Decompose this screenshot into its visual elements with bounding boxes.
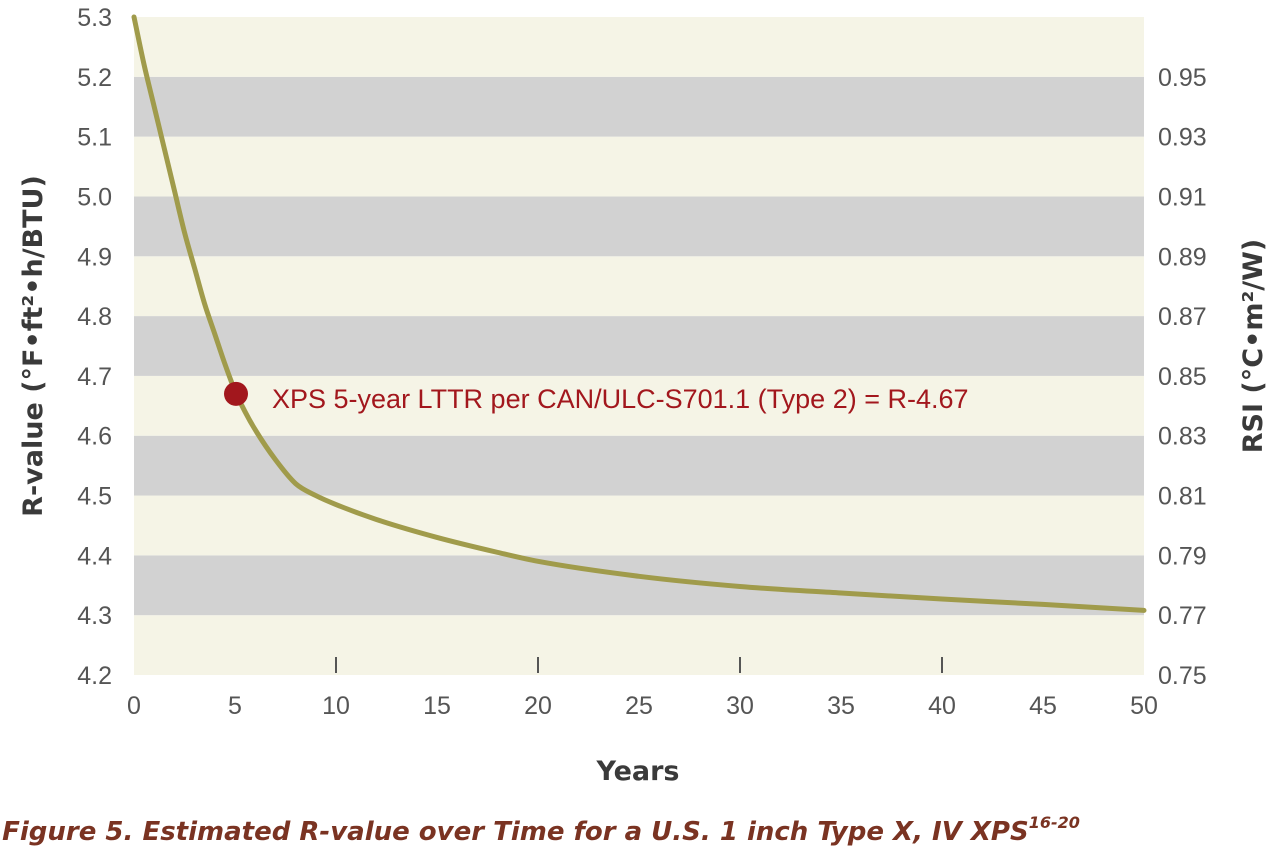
grid-band <box>134 615 1144 675</box>
grid-band <box>134 555 1144 616</box>
x-tick-label: 40 <box>928 692 956 720</box>
y-left-tick-label: 4.8 <box>77 303 112 331</box>
y-left-tick-label: 4.2 <box>77 662 112 690</box>
y-right-tick-label: 0.87 <box>1158 303 1207 331</box>
x-tick-label: 50 <box>1130 692 1158 720</box>
y-left-tick-label: 5.0 <box>77 183 112 211</box>
y-left-tick-label: 4.9 <box>77 243 112 271</box>
y-left-tick-label: 5.2 <box>77 64 112 92</box>
y-left-tick-label: 4.5 <box>77 483 112 511</box>
grid-band <box>134 256 1144 317</box>
y-right-tick-labels: 0.75 0.77 0.79 0.81 0.83 0.85 0.87 0.89 0.91 0.93… <box>1158 64 1207 690</box>
x-tick-label: 15 <box>423 692 451 720</box>
x-axis-title: Years <box>596 756 680 787</box>
x-tick-label: 30 <box>726 692 754 720</box>
grid-band <box>134 76 1144 137</box>
y-left-tick-label: 4.4 <box>77 542 112 570</box>
x-tick-label: 5 <box>228 692 242 720</box>
grid-band <box>134 375 1144 436</box>
highlight-point <box>224 381 248 406</box>
y-right-tick-label: 0.81 <box>1158 483 1207 511</box>
x-tick-label: 35 <box>827 692 855 720</box>
y-right-axis-title: RSI (°C•m²/W) <box>1238 239 1269 454</box>
y-right-tick-label: 0.89 <box>1158 243 1207 271</box>
grid-band <box>134 495 1144 556</box>
grid-band <box>134 196 1144 257</box>
y-right-tick-label: 0.91 <box>1158 183 1207 211</box>
caption-text: Figure 5. Estimated R-value over Time fo… <box>2 817 1029 847</box>
y-right-tick-label: 0.83 <box>1158 423 1207 451</box>
figure-caption: Figure 5. Estimated R-value over Time fo… <box>2 813 1080 847</box>
grid-band <box>134 17 1144 77</box>
background-bands <box>134 17 1144 675</box>
y-right-tick-label: 0.93 <box>1158 124 1207 152</box>
y-left-tick-label: 4.6 <box>77 423 112 451</box>
grid-band <box>134 136 1144 197</box>
caption-superscript: 16-20 <box>1029 813 1080 832</box>
series-line <box>131 14 1147 613</box>
x-tick-label: 25 <box>625 692 653 720</box>
y-left-tick-label: 4.7 <box>77 363 112 391</box>
y-left-tick-label: 4.3 <box>77 602 112 630</box>
y-right-tick-label: 0.85 <box>1158 363 1207 391</box>
annotation-label: XPS 5-year LTTR per CAN/ULC-S701.1 (Type… <box>272 384 969 414</box>
x-tick-label: 45 <box>1029 692 1057 720</box>
y-left-axis-title: R-value (°F•ft²•h/BTU) <box>18 175 49 517</box>
y-right-tick-label: 0.79 <box>1158 542 1207 570</box>
y-left-tick-label: 5.3 <box>77 4 112 32</box>
grid-band <box>134 435 1144 496</box>
y-right-tick-label: 0.77 <box>1158 602 1207 630</box>
y-left-tick-label: 5.1 <box>77 124 112 152</box>
y-left-tick-labels: 4.2 4.3 4.4 4.5 4.6 4.7 4.8 4.9 5.0 5.1 5.2 5.3 <box>77 4 112 690</box>
x-minor-ticks <box>335 657 943 673</box>
x-tick-label: 0 <box>127 692 141 720</box>
x-tick-labels: 0 5 10 15 20 25 30 35 40 45 50 <box>127 692 1158 720</box>
y-right-tick-label: 0.95 <box>1158 64 1207 92</box>
x-tick-label: 20 <box>524 692 552 720</box>
x-tick-label: 10 <box>322 692 350 720</box>
grid-band <box>134 316 1144 376</box>
y-right-tick-label: 0.75 <box>1158 662 1207 690</box>
